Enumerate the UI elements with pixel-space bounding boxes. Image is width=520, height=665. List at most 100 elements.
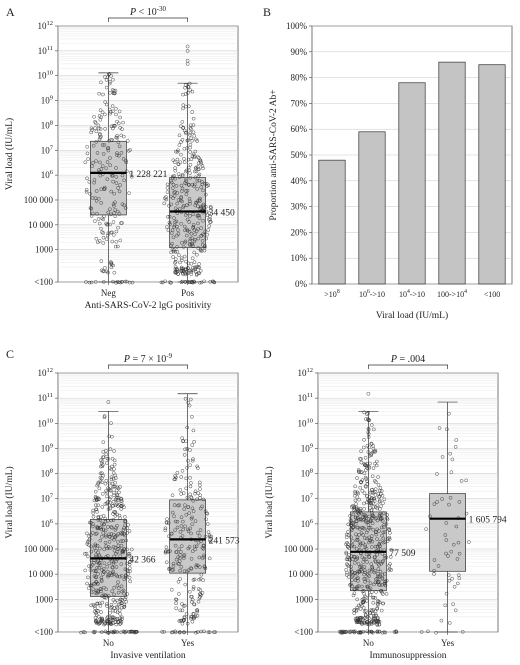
data-point <box>349 505 354 509</box>
data-point <box>376 561 381 566</box>
data-point <box>174 597 179 602</box>
data-point <box>164 560 169 565</box>
data-point <box>197 167 201 172</box>
data-point <box>111 471 116 475</box>
x-axis-title: Immunosuppression <box>369 651 446 661</box>
data-point <box>192 280 197 284</box>
data-point <box>102 620 106 624</box>
y-tick-label: 1000 <box>295 594 314 604</box>
data-point <box>84 551 89 556</box>
data-point <box>375 527 380 532</box>
data-point <box>108 80 112 84</box>
data-point <box>178 568 182 573</box>
data-point <box>354 538 359 543</box>
data-point <box>180 120 185 124</box>
data-point <box>100 505 105 509</box>
data-point <box>94 140 99 144</box>
data-point <box>101 522 106 527</box>
data-point <box>95 525 99 529</box>
data-point <box>100 534 104 539</box>
data-point <box>107 561 112 566</box>
median-label: 34 450 <box>209 208 235 218</box>
median-label: 42 366 <box>129 555 155 565</box>
data-point <box>110 525 114 530</box>
data-point <box>117 622 122 626</box>
data-point <box>106 146 111 150</box>
data-point <box>91 511 95 515</box>
data-point <box>178 488 183 492</box>
data-point <box>369 496 374 500</box>
data-point <box>184 259 188 264</box>
data-point <box>185 203 189 208</box>
p-value: P < 10-30 <box>129 5 167 18</box>
data-point <box>113 244 118 249</box>
data-point <box>106 486 110 490</box>
data-point <box>108 163 113 168</box>
data-point <box>382 630 387 634</box>
data-point <box>188 448 192 452</box>
data-point <box>112 204 116 208</box>
data-point <box>90 531 95 535</box>
data-point <box>89 603 93 608</box>
data-point <box>98 518 103 522</box>
data-point <box>368 611 373 615</box>
data-point <box>352 505 356 509</box>
data-point <box>200 243 205 247</box>
data-point <box>183 267 188 272</box>
data-point <box>384 555 389 560</box>
data-point <box>457 576 462 581</box>
data-point <box>357 469 361 474</box>
data-point <box>366 450 371 454</box>
data-point <box>196 599 201 604</box>
data-point <box>177 133 182 138</box>
data-point <box>186 182 191 187</box>
data-point <box>368 461 372 466</box>
data-point <box>179 280 184 285</box>
data-point <box>379 588 384 593</box>
data-point <box>175 245 179 249</box>
data-point <box>365 412 369 416</box>
data-point <box>200 164 205 168</box>
data-point <box>203 229 208 234</box>
data-point <box>102 622 106 627</box>
data-point <box>186 529 191 533</box>
median-label: 241 573 <box>209 536 240 546</box>
panel-letter: C <box>6 347 14 361</box>
data-point <box>97 566 101 570</box>
data-point <box>108 207 112 212</box>
data-point <box>112 462 117 467</box>
data-point <box>108 534 112 539</box>
y-tick-label: <100 <box>294 627 313 637</box>
data-point <box>365 536 369 541</box>
data-point <box>185 217 190 222</box>
data-point <box>118 126 122 130</box>
data-point <box>358 485 363 490</box>
data-point <box>189 481 193 485</box>
data-point <box>92 180 96 185</box>
data-point <box>108 506 113 511</box>
data-point <box>89 214 94 218</box>
data-point <box>381 536 386 541</box>
data-point <box>111 532 116 537</box>
data-point <box>364 520 369 525</box>
data-point <box>173 477 178 481</box>
data-point <box>188 214 192 218</box>
data-point <box>170 630 175 634</box>
data-point <box>201 218 205 223</box>
data-point <box>193 232 197 237</box>
data-point <box>120 601 124 605</box>
data-point <box>111 598 116 602</box>
data-point <box>118 183 122 187</box>
data-point <box>183 92 188 96</box>
data-point <box>117 144 122 149</box>
data-point <box>186 458 190 463</box>
data-point <box>355 576 359 581</box>
data-point <box>375 601 380 606</box>
data-point <box>353 489 357 494</box>
data-point <box>190 549 195 553</box>
data-point <box>94 189 99 193</box>
data-point <box>190 89 195 94</box>
data-point <box>191 612 196 616</box>
y-tick-label: 1000 <box>35 594 54 604</box>
data-point <box>178 198 183 203</box>
